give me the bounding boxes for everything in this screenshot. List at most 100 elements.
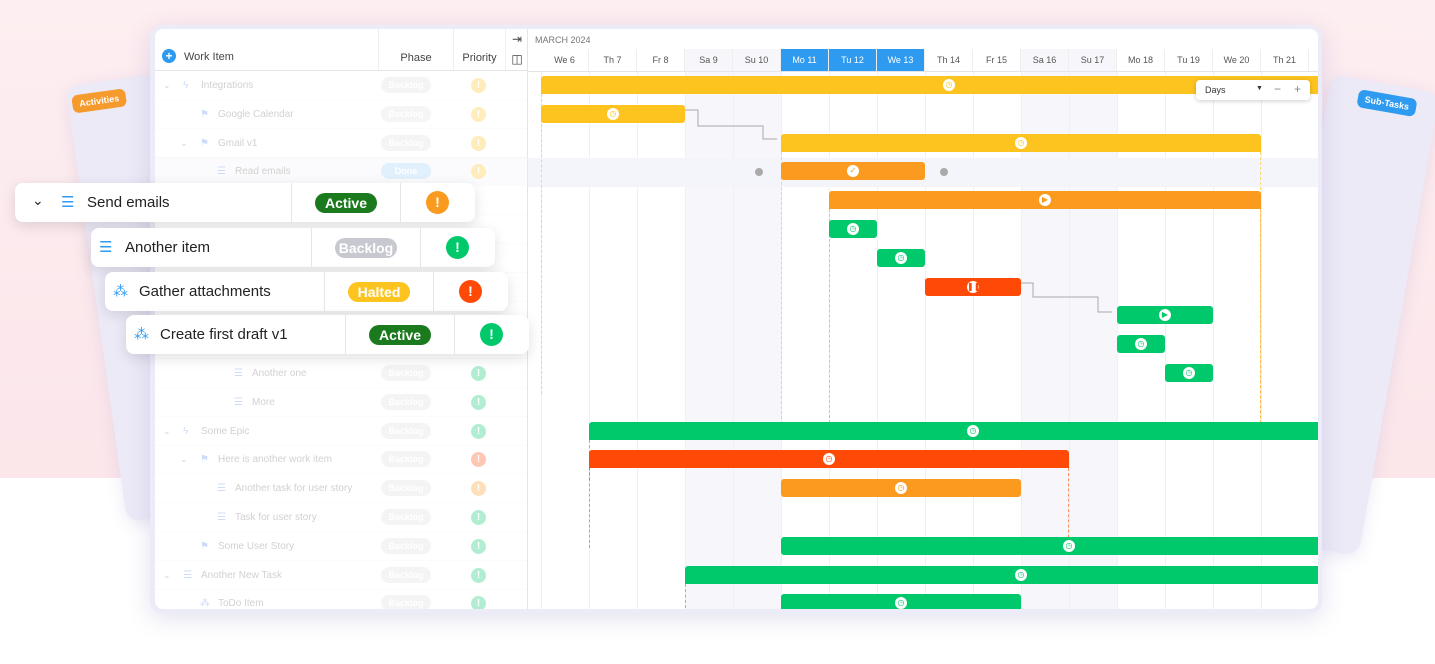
gantt-bar[interactable]: ✓ bbox=[781, 162, 925, 181]
activities-tag[interactable]: Activities bbox=[71, 88, 128, 114]
gantt-bar[interactable]: ◷ bbox=[1165, 364, 1213, 382]
priority-icon[interactable]: ! bbox=[480, 323, 503, 346]
gantt-bar[interactable]: ◷ bbox=[781, 536, 1318, 555]
add-item-icon[interactable]: + bbox=[162, 49, 176, 63]
chevron-down-icon[interactable]: ⌄ bbox=[163, 80, 171, 90]
priority-icon[interactable]: ! bbox=[471, 78, 486, 93]
table-row[interactable]: ⚑ Google Calendar Backlog! bbox=[155, 100, 528, 129]
table-row[interactable]: ⌄ ϟ Some Epic Backlog! bbox=[155, 417, 528, 446]
chevron-down-icon[interactable]: ⌄ bbox=[180, 137, 188, 148]
subtasks-tag[interactable]: Sub-Tasks bbox=[1356, 89, 1418, 118]
phase-badge[interactable]: Backlog bbox=[381, 480, 431, 497]
gantt-bar[interactable]: ◷ bbox=[541, 104, 685, 123]
table-row[interactable]: ☰ Another task for user story Backlog! bbox=[155, 474, 528, 504]
gantt-bar[interactable]: ◷ bbox=[829, 220, 877, 238]
table-row[interactable]: ☰ Another one Backlog! bbox=[155, 359, 528, 388]
day-header[interactable]: Tu 12 bbox=[829, 49, 877, 71]
phase-badge[interactable]: Backlog bbox=[381, 509, 431, 525]
table-row[interactable]: ⌄ ⚑ Gmail v1 Backlog! bbox=[155, 129, 528, 158]
phase-badge[interactable]: Backlog bbox=[381, 422, 431, 439]
phase-badge[interactable]: Backlog bbox=[381, 105, 431, 122]
day-header[interactable]: Th 14 bbox=[925, 49, 973, 71]
table-row[interactable] bbox=[155, 330, 528, 360]
day-header[interactable]: We 13 bbox=[877, 49, 925, 71]
priority-icon[interactable]: ! bbox=[471, 394, 486, 410]
day-header[interactable]: Sa 16 bbox=[1021, 49, 1069, 71]
priority-icon[interactable]: ! bbox=[471, 164, 486, 180]
phase-badge[interactable]: Halted bbox=[348, 282, 410, 302]
layout-icon[interactable]: ◫ bbox=[511, 52, 523, 66]
gantt-bar[interactable]: ▶ bbox=[1117, 306, 1213, 325]
gantt-bar[interactable]: ❚❚ bbox=[925, 277, 1021, 296]
phase-badge[interactable]: Backlog bbox=[381, 77, 431, 93]
day-header[interactable]: Mo 11 bbox=[781, 49, 829, 71]
priority-icon[interactable]: ! bbox=[471, 567, 486, 583]
floating-item-card[interactable]: ⁂ Gather attachments Halted! bbox=[105, 272, 508, 311]
gantt-bar[interactable]: ◷ bbox=[589, 421, 1318, 440]
table-row[interactable]: ⌄ ϟ Integrations Backlog! bbox=[155, 71, 528, 100]
gantt-bar[interactable]: ◷ bbox=[589, 450, 1069, 469]
zoom-select[interactable]: Days bbox=[1205, 85, 1226, 95]
priority-icon[interactable]: ! bbox=[471, 538, 486, 554]
zoom-out-button[interactable]: − bbox=[1274, 82, 1282, 96]
table-row[interactable]: ☰ Read emails Done! bbox=[155, 157, 528, 187]
floating-item-card[interactable]: ☰ Another item Backlog! bbox=[91, 228, 495, 267]
gantt-bar[interactable]: ◷ bbox=[1117, 335, 1165, 354]
priority-icon[interactable]: ! bbox=[471, 510, 486, 525]
col-header-work-item[interactable]: + Work Item bbox=[155, 29, 378, 71]
chevron-down-icon[interactable]: ⌄ bbox=[163, 425, 171, 436]
table-row[interactable]: ⌄ ☰ Another New Task Backlog! bbox=[155, 561, 528, 590]
gantt-bar[interactable]: ◷ bbox=[781, 479, 1021, 498]
gantt-bar[interactable]: ◷ bbox=[781, 133, 1261, 152]
priority-icon[interactable]: ! bbox=[471, 106, 486, 122]
phase-badge[interactable]: Backlog bbox=[381, 451, 431, 468]
priority-icon[interactable]: ! bbox=[471, 452, 486, 468]
day-header[interactable]: Fr 8 bbox=[637, 49, 685, 71]
day-header[interactable]: Sa 9 bbox=[685, 49, 733, 71]
chevron-down-icon[interactable]: ⌄ bbox=[32, 192, 44, 208]
day-header[interactable]: Th 7 bbox=[589, 49, 637, 71]
phase-badge[interactable]: Active bbox=[369, 325, 431, 345]
day-header[interactable]: Th 21 bbox=[1261, 49, 1309, 71]
day-header[interactable]: Mo 18 bbox=[1117, 49, 1165, 71]
milestone-dot[interactable] bbox=[755, 168, 763, 176]
phase-badge[interactable]: Backlog bbox=[381, 566, 431, 583]
priority-icon[interactable]: ! bbox=[471, 135, 486, 151]
col-header-phase[interactable]: Phase bbox=[378, 29, 453, 71]
phase-badge[interactable]: Done bbox=[381, 163, 431, 180]
chevron-down-icon[interactable]: ⌄ bbox=[180, 454, 188, 465]
priority-icon[interactable]: ! bbox=[471, 596, 486, 609]
gantt-bar[interactable]: ◷ bbox=[877, 248, 925, 267]
chevron-down-icon[interactable]: ⌄ bbox=[163, 569, 171, 580]
gantt-bar[interactable]: ◷ bbox=[781, 594, 1021, 609]
phase-badge[interactable]: Backlog bbox=[381, 595, 431, 609]
table-row[interactable]: ⌄ ⚑ Here is another work item Backlog! bbox=[155, 445, 528, 475]
priority-icon[interactable]: ! bbox=[426, 191, 449, 214]
day-header[interactable]: Su 10 bbox=[733, 49, 781, 71]
phase-badge[interactable]: Backlog bbox=[381, 393, 431, 410]
gantt-bar[interactable]: ◷ bbox=[685, 565, 1318, 584]
phase-badge[interactable]: Active bbox=[315, 193, 377, 213]
zoom-in-button[interactable]: + bbox=[1294, 82, 1302, 96]
phase-badge[interactable]: Backlog bbox=[381, 134, 431, 151]
day-header[interactable]: We 20 bbox=[1213, 49, 1261, 71]
milestone-dot[interactable] bbox=[940, 168, 948, 176]
priority-icon[interactable]: ! bbox=[459, 280, 482, 303]
priority-icon[interactable]: ! bbox=[446, 236, 469, 259]
phase-badge[interactable]: Backlog bbox=[381, 365, 431, 381]
table-row[interactable]: ⚑ Some User Story Backlog! bbox=[155, 532, 528, 561]
day-header[interactable]: Tu 19 bbox=[1165, 49, 1213, 71]
day-header[interactable]: Fr 15 bbox=[973, 49, 1021, 71]
day-header[interactable]: We 6 bbox=[541, 49, 589, 71]
phase-badge[interactable]: Backlog bbox=[335, 238, 397, 258]
gantt-bar[interactable]: ▶ bbox=[829, 191, 1261, 210]
priority-icon[interactable]: ! bbox=[471, 366, 486, 381]
gantt-bar[interactable]: ◷ bbox=[541, 76, 1318, 94]
table-row[interactable]: ☰ Task for user story Backlog! bbox=[155, 503, 528, 532]
table-row[interactable]: ⁂ ToDo Item Backlog! bbox=[155, 589, 528, 609]
col-header-priority[interactable]: Priority bbox=[453, 29, 505, 71]
priority-icon[interactable]: ! bbox=[471, 481, 486, 497]
phase-badge[interactable]: Backlog bbox=[381, 537, 431, 554]
day-header[interactable]: Su 17 bbox=[1069, 49, 1117, 71]
floating-item-card[interactable]: ⌄ ☰ Send emails Active! bbox=[15, 183, 475, 222]
